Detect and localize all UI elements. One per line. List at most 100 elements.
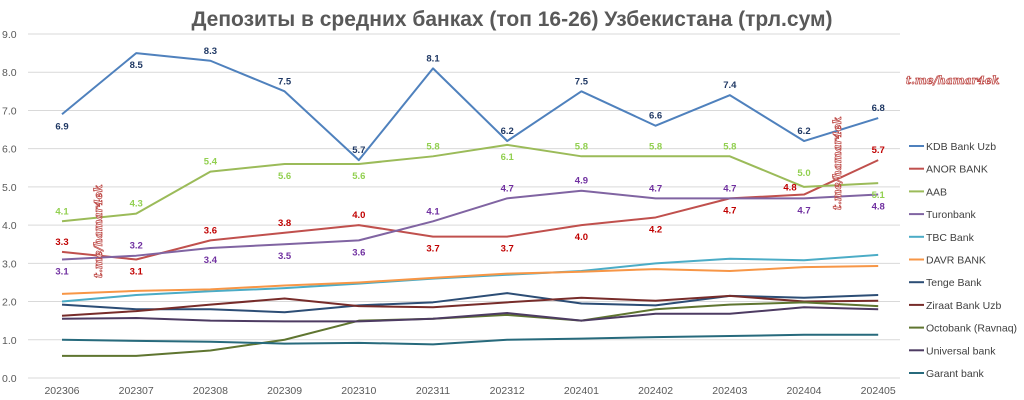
- legend-label: TBC Bank: [926, 232, 975, 244]
- data-label: 6.1: [501, 152, 515, 163]
- data-label: 6.2: [797, 126, 810, 137]
- y-tick-label: 8.0: [2, 67, 17, 79]
- y-tick-label: 6.0: [2, 144, 17, 156]
- data-label: 7.5: [575, 76, 589, 87]
- legend-label: Ziraat Bank Uzb: [926, 300, 1001, 312]
- data-label: 5.0: [797, 168, 810, 179]
- x-tick-label: 202401: [564, 385, 599, 397]
- data-label: 3.7: [426, 244, 439, 255]
- data-label: 4.7: [649, 183, 662, 194]
- data-label: 3.1: [130, 267, 144, 278]
- data-label: 5.8: [575, 141, 588, 152]
- series-line-kdb-bank-uzb: [61, 52, 879, 162]
- y-tick-label: 1.0: [2, 335, 17, 347]
- data-label: 4.8: [872, 202, 885, 213]
- series-line-tenge-bank: [61, 292, 879, 314]
- y-axis: 0.0 1.0 2.0 3.0 4.0 5.0 6.0 7.0 8.0 9.0: [2, 29, 17, 385]
- legend-label: Garant bank: [926, 368, 985, 380]
- series-line-davr-bank: [61, 265, 879, 295]
- x-tick-label: 202404: [786, 385, 821, 397]
- watermark: t.me/hamar4ek: [831, 116, 844, 210]
- series-line-octobank-ravnaq-: [62, 301, 879, 357]
- data-label: 5.1: [872, 190, 886, 201]
- data-label: 4.3: [130, 199, 143, 210]
- series-line-universal-bank: [61, 306, 879, 323]
- watermark: t.me/hamar4ek: [906, 74, 1000, 87]
- data-label: 5.4: [204, 157, 218, 168]
- data-label: 6.6: [649, 111, 662, 122]
- data-label: 3.4: [204, 255, 218, 266]
- data-label: 7.5: [278, 76, 292, 87]
- chart-title: Депозиты в средних банках (топ 16-26) Уз…: [191, 8, 832, 31]
- data-label: 5.8: [723, 141, 736, 152]
- series-line-tbc-bank: [61, 253, 879, 303]
- x-tick-label: 202402: [638, 385, 673, 397]
- y-tick-label: 5.0: [2, 182, 17, 194]
- x-tick-label: 202403: [712, 385, 747, 397]
- data-labels: 6.9 8.5 8.3 7.5 5.7 8.1 6.2 7.5 6.6 7.4 6.2 6.8 3.3 3…: [55, 46, 885, 278]
- watermark: t.me/hamar4ek: [92, 184, 105, 278]
- x-tick-label: 202311: [416, 385, 450, 397]
- y-tick-label: 0.0: [2, 373, 17, 385]
- legend: KDB Bank Uzb ANOR BANK AAB Turonbank TBC Ban…: [909, 141, 1017, 380]
- y-tick-label: 2.0: [2, 297, 17, 309]
- data-label: 3.7: [501, 244, 514, 255]
- legend-label: KDB Bank Uzb: [926, 141, 996, 153]
- legend-label: ANOR BANK: [926, 164, 988, 176]
- data-label: 5.6: [278, 171, 291, 182]
- data-label: 4.7: [723, 183, 736, 194]
- data-label: 4.9: [575, 176, 588, 187]
- y-tick-label: 9.0: [2, 29, 17, 41]
- data-label: 5.7: [352, 145, 365, 156]
- series-lines: [61, 52, 879, 357]
- series-line-garant-bank: [61, 333, 879, 346]
- legend-label: AAB: [926, 186, 947, 198]
- data-label: 5.8: [649, 141, 662, 152]
- data-label: 3.6: [352, 247, 365, 258]
- data-label: 6.9: [55, 121, 68, 132]
- data-label: 4.2: [649, 224, 662, 235]
- y-tick-label: 7.0: [2, 105, 17, 117]
- data-label: 4.7: [797, 205, 810, 216]
- watermarks: t.me/hamar4ek t.me/hamar4ek t.me/hamar4ek: [92, 74, 1001, 279]
- data-label: 3.2: [130, 241, 143, 252]
- data-label: 3.5: [278, 251, 292, 262]
- data-label: 4.1: [55, 206, 69, 217]
- y-tick-label: 4.0: [2, 220, 17, 232]
- data-label: 7.4: [723, 80, 737, 91]
- data-label: 4.1: [426, 206, 440, 217]
- data-label: 3.3: [55, 237, 68, 248]
- data-label: 4.0: [575, 232, 588, 243]
- data-label: 5.6: [352, 171, 365, 182]
- data-label: 6.2: [501, 126, 514, 137]
- x-tick-label: 202306: [44, 385, 79, 397]
- grid: [28, 33, 900, 379]
- x-tick-label: 202312: [490, 385, 525, 397]
- y-tick-label: 3.0: [2, 258, 17, 270]
- data-label: 3.1: [55, 267, 69, 278]
- legend-label: DAVR BANK: [926, 255, 986, 267]
- data-label: 4.8: [783, 183, 796, 194]
- data-label: 8.3: [204, 46, 217, 57]
- data-label: 4.0: [352, 210, 365, 221]
- x-tick-label: 202307: [119, 385, 154, 397]
- x-tick-label: 202309: [267, 385, 302, 397]
- x-axis: 202306 202307 202308 202309 202310 202311 2023…: [44, 385, 895, 397]
- series-line-turonbank: [61, 189, 879, 261]
- data-label: 4.7: [723, 205, 736, 216]
- data-label: 4.7: [501, 183, 514, 194]
- series-line-ziraat-bank-uzb: [61, 294, 879, 317]
- data-label: 8.5: [130, 60, 144, 71]
- x-tick-label: 202310: [341, 385, 376, 397]
- x-tick-label: 202405: [861, 385, 896, 397]
- data-label: 3.6: [204, 225, 217, 236]
- legend-label: Turonbank: [926, 209, 977, 221]
- legend-label: Tenge Bank: [926, 277, 982, 289]
- data-label: 5.8: [426, 141, 439, 152]
- data-label: 3.8: [278, 218, 291, 229]
- data-label: 6.8: [872, 103, 885, 114]
- x-tick-label: 202308: [193, 385, 228, 397]
- data-label: 8.1: [426, 53, 440, 64]
- legend-label: Octobank (Ravnaq): [926, 323, 1017, 335]
